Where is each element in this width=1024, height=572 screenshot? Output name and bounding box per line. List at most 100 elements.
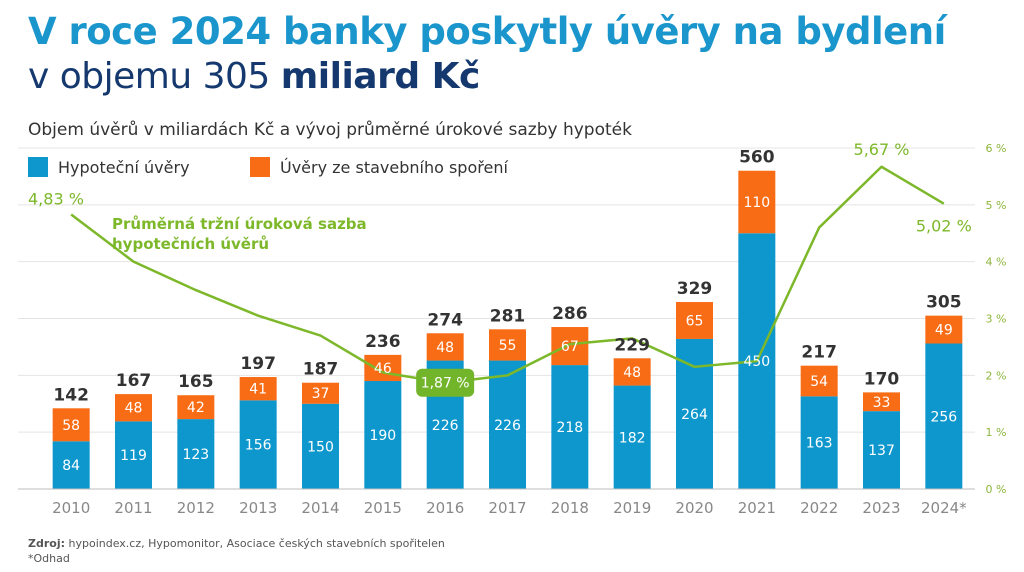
x-axis-tick-label: 2020 (675, 499, 713, 517)
value-label-mortgage: 256 (930, 409, 957, 425)
value-label-savings: 58 (62, 418, 80, 434)
value-label-total: 305 (926, 293, 962, 313)
value-label-total: 229 (614, 335, 650, 355)
legend-swatch-mortgage (28, 157, 48, 177)
bar-mortgage (863, 411, 900, 489)
x-axis-tick-label: 2022 (800, 499, 838, 517)
x-axis-tick-label: 2010 (52, 499, 90, 517)
value-label-savings: 46 (374, 361, 392, 377)
value-label-mortgage: 218 (556, 420, 583, 436)
value-label-mortgage: 150 (307, 439, 334, 455)
source-text: hypoindex.cz, Hypomonitor, Asociace česk… (65, 537, 445, 550)
value-label-savings: 54 (810, 374, 828, 390)
value-label-savings: 48 (436, 340, 454, 356)
value-label-total: 329 (677, 279, 713, 299)
bar-mortgage (489, 360, 526, 489)
legend-swatch-savings (250, 157, 270, 177)
value-label-savings: 33 (873, 395, 891, 411)
rate-label: 4,83 % (28, 189, 84, 208)
bars (52, 170, 963, 489)
bar-savings (551, 327, 589, 366)
bar-savings (426, 333, 464, 361)
bar-savings (364, 354, 402, 382)
bar-mortgage (551, 365, 589, 489)
rate-line-annotation-line-2: hypotečních úvěrů (112, 235, 269, 253)
x-axis-tick-label: 2015 (364, 499, 402, 517)
value-label-total: 286 (552, 304, 588, 324)
bar-savings (302, 382, 339, 404)
bar-mortgage (364, 381, 402, 489)
bar-savings (676, 302, 713, 339)
value-label-savings: 37 (312, 386, 330, 402)
value-label-savings: 42 (187, 400, 205, 416)
x-axis-tick-label: 2017 (488, 499, 526, 517)
value-label-total: 170 (864, 369, 900, 389)
legend-label-mortgage: Hypoteční úvěry (58, 157, 190, 177)
rate-line-annotation: Průměrná tržní úroková sazba hypotečních… (112, 215, 372, 253)
value-label-mortgage: 137 (868, 443, 895, 459)
value-label-mortgage: 226 (432, 418, 459, 434)
value-label-total: 167 (116, 371, 152, 391)
rate-line (70, 165, 945, 384)
bar-mortgage (239, 400, 277, 489)
value-label-savings: 48 (623, 365, 641, 381)
chart-subtitle: Objem úvěrů v miliardách Kč a vývoj prům… (28, 120, 632, 140)
value-label-mortgage: 84 (62, 458, 80, 474)
value-label-savings: 67 (561, 339, 579, 355)
value-label-mortgage: 264 (681, 407, 708, 423)
bar-savings (52, 408, 90, 442)
x-axis-tick-label: 2013 (239, 499, 277, 517)
legend-item-savings: Úvěry ze stavebního spoření (250, 157, 508, 177)
estimate-note: *Odhad (28, 552, 70, 565)
value-label-mortgage: 182 (619, 430, 646, 446)
value-label-savings: 49 (935, 323, 953, 339)
bar-mortgage (925, 343, 963, 489)
title-line-2-regular: v objemu 305 (28, 56, 281, 97)
x-axis-tick-label: 2021 (738, 499, 776, 517)
value-label-savings: 48 (125, 401, 143, 417)
source-label: Zdroj: (28, 537, 66, 550)
title-line-1: V roce 2024 banky poskytly úvěry na bydl… (28, 10, 946, 53)
rate-label: 5,67 % (854, 140, 910, 159)
value-label-savings: 110 (743, 195, 770, 211)
value-label-mortgage: 119 (120, 448, 147, 464)
legend-item-mortgage: Hypoteční úvěry (28, 157, 190, 177)
title-line-2: v objemu 305 miliard Kč (28, 56, 480, 97)
value-label-savings: 65 (686, 313, 704, 329)
x-axis-tick-label: 2018 (551, 499, 589, 517)
bar-mortgage (115, 421, 152, 489)
rate-label: 1,87 % (421, 376, 470, 392)
right-axis-tick-label: 5 % (986, 199, 1007, 212)
value-label-total: 197 (240, 354, 276, 374)
x-axis-tick-label: 2019 (613, 499, 651, 517)
value-label-total: 560 (739, 148, 775, 168)
x-axis-tick-label: 2014 (301, 499, 339, 517)
bar-mortgage (52, 441, 90, 489)
bar-mortgage (613, 385, 651, 489)
rate-line-annotation-line-1: Průměrná tržní úroková sazba (112, 215, 367, 233)
right-axis-tick-label: 4 % (986, 256, 1007, 269)
value-label-total: 281 (490, 306, 526, 326)
rate-label-box (416, 368, 475, 397)
x-axis-tick-label: 2024* (921, 499, 967, 517)
value-label-total: 165 (178, 372, 214, 392)
value-label-savings: 55 (499, 338, 517, 354)
bar-savings (239, 377, 277, 401)
bar-mortgage (177, 419, 215, 489)
value-label-mortgage: 156 (245, 438, 272, 454)
x-axis-tick-label: 2011 (114, 499, 152, 517)
right-axis-tick-label: 3 % (986, 313, 1007, 326)
value-label-total: 274 (427, 310, 463, 330)
x-axis-tick-label: 2012 (177, 499, 215, 517)
x-axis-tick-label: 2016 (426, 499, 464, 517)
right-axis-tick-label: 0 % (986, 483, 1007, 496)
title-line-2-bold: miliard Kč (280, 56, 481, 97)
value-label-savings: 41 (249, 382, 267, 398)
rate-label: 5,02 % (916, 217, 972, 236)
right-axis-tick-label: 2 % (986, 369, 1007, 382)
value-label-mortgage: 163 (806, 436, 833, 452)
legend-label-savings: Úvěry ze stavebního spoření (280, 157, 508, 177)
value-label-total: 236 (365, 332, 401, 352)
bar-mortgage (302, 403, 339, 489)
value-label-total: 217 (801, 343, 837, 363)
